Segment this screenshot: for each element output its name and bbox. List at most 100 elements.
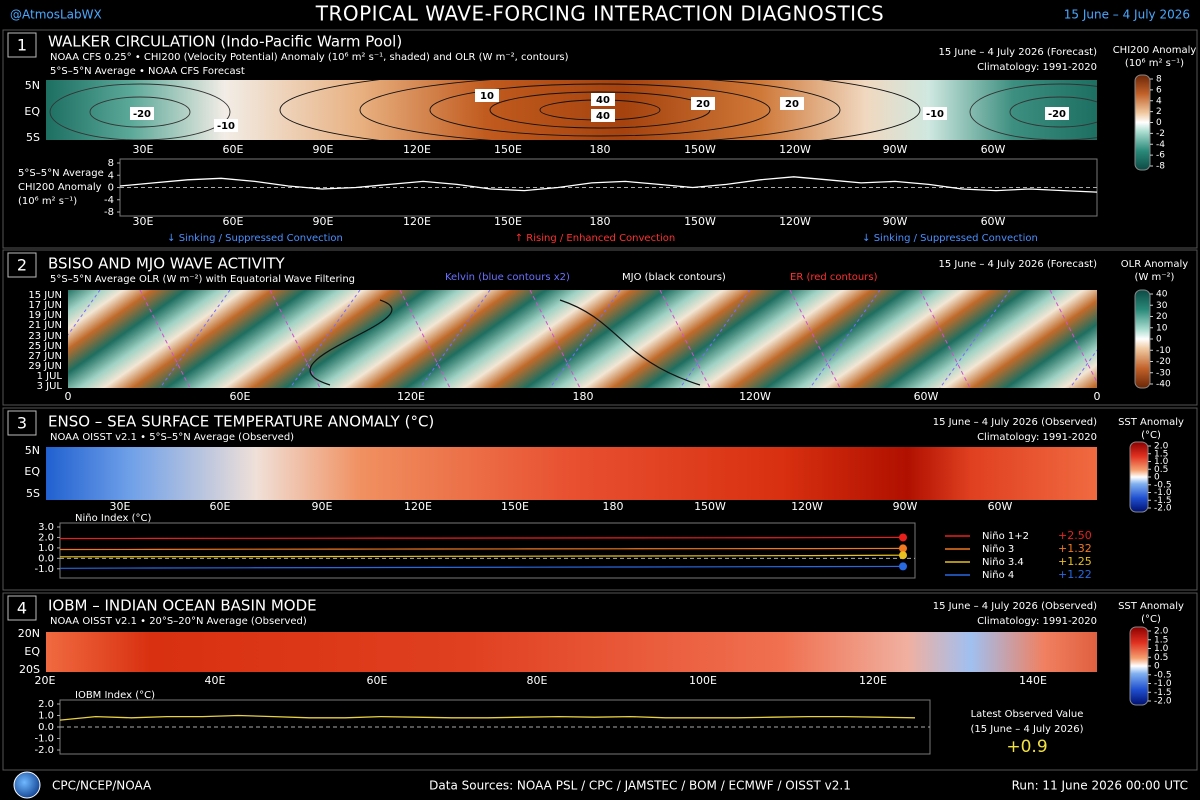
x-tick-label: 150W — [684, 215, 716, 228]
latest-title: Latest Observed Value — [971, 709, 1084, 720]
panel-period: 15 June – 4 July 2026 (Observed) — [933, 601, 1097, 612]
colorbar-tick-label: 2 — [1156, 107, 1162, 117]
map-y-label: 23 JUN — [28, 331, 62, 342]
kelvin-contour — [289, 290, 361, 388]
index-line — [59, 554, 904, 558]
map-y-label: EQ — [24, 645, 40, 658]
x-tick-label: 90W — [883, 215, 908, 228]
latest-dot — [899, 551, 907, 560]
panel-subtitle: 5°S–5°N Average • NOAA CFS Forecast — [50, 66, 245, 77]
index-line — [59, 536, 904, 540]
contour-label: 40 — [596, 111, 610, 122]
panel-title: BSISO AND MJO WAVE ACTIVITY — [48, 255, 286, 273]
panel-climatology: Climatology: 1991-2020 — [977, 432, 1097, 443]
panel-period: 15 June – 4 July 2026 (Forecast) — [939, 47, 1098, 58]
map-x-label: 40E — [205, 674, 226, 687]
map-x-label: 120W — [779, 143, 811, 156]
map-y-label: 5N — [25, 79, 40, 92]
colorbar-tick-label: 0.5 — [1154, 465, 1168, 475]
map-y-label: 21 JUN — [28, 320, 62, 331]
contour-label-bg — [214, 119, 238, 132]
colorbar — [1129, 626, 1149, 706]
contour-line — [279, 80, 921, 140]
legend-entry: MJO (black contours) — [622, 272, 726, 283]
colorbar-tick-label: 2.0 — [1154, 627, 1169, 637]
colorbar-tick-label: -2 — [1156, 129, 1165, 139]
legend-value: +1.25 — [1058, 555, 1092, 568]
kelvin-contour — [419, 290, 491, 388]
colorbar-title: SST Anomaly — [1118, 601, 1184, 612]
wave-contours — [68, 290, 1097, 388]
colorbar-tick-label: -4 — [1156, 140, 1165, 150]
panel-number-box — [7, 410, 37, 436]
map-x-label: 140E — [1019, 674, 1047, 687]
index-line — [119, 176, 1098, 193]
colorbar-tick-label: 0 — [1154, 473, 1160, 483]
colorbar — [1134, 289, 1151, 389]
contour-label-bg — [1045, 107, 1069, 120]
index-line — [59, 714, 916, 721]
field-map — [68, 290, 1097, 388]
map-x-label: 60W — [914, 390, 939, 403]
map-x-label: 120W — [791, 500, 823, 513]
map-x-label: 180 — [573, 390, 594, 403]
contour-label: -20 — [133, 109, 151, 120]
legend-name: Niño 3 — [982, 544, 1014, 555]
contour-line — [429, 83, 771, 137]
y-tick-label: 2.0 — [38, 699, 54, 710]
panel-number: 1 — [17, 36, 27, 55]
contour-line — [1009, 96, 1097, 128]
contour-label-bg — [130, 107, 154, 120]
annotation: ↓ Sinking / Suppressed Convection — [167, 233, 343, 244]
colorbar-tick-label: 1.0 — [1154, 644, 1169, 654]
y-tick-label: 1.0 — [38, 711, 54, 722]
contour-label-bg — [475, 89, 499, 102]
field-map — [46, 632, 1097, 672]
colorbar-title: OLR Anomaly — [1121, 259, 1189, 270]
colorbar-tick-label: 2.0 — [1154, 442, 1169, 452]
contour-label: -20 — [1048, 109, 1066, 120]
map-x-label: 60E — [223, 143, 244, 156]
y-tick-label: 1.0 — [38, 543, 54, 554]
colorbar-tick-label: 0 — [1156, 118, 1162, 128]
colorbar-tick-label: 1.0 — [1154, 457, 1169, 467]
y-tick-label: 2.0 — [38, 532, 54, 543]
y-axis-label: 5°S–5°N Average — [18, 168, 104, 179]
map-y-label: 17 JUN — [28, 300, 62, 311]
colorbar-tick-label: -1.5 — [1154, 688, 1172, 698]
legend-entry: Kelvin (blue contours x2) — [445, 272, 570, 283]
panel-title: IOBM – INDIAN OCEAN BASIN MODE — [48, 597, 317, 615]
map-y-label: 25 JUN — [28, 341, 62, 352]
panel-frame — [2, 29, 1198, 249]
colorbar-tick-label: 20 — [1156, 312, 1168, 322]
legend-name: Niño 1+2 — [982, 531, 1029, 542]
map-x-label: 180 — [603, 500, 624, 513]
map-y-label: 5S — [26, 487, 40, 500]
y-tick-label: 3.0 — [38, 522, 54, 533]
y-tick-label: 8 — [108, 158, 114, 169]
panel-number-box — [7, 595, 37, 621]
y-tick-label: -1.0 — [34, 564, 54, 575]
mjo-contour — [309, 299, 393, 386]
map-x-label: 60E — [230, 390, 251, 403]
map-y-label: 5S — [26, 131, 40, 144]
colorbar-tick-label: 6 — [1156, 85, 1162, 95]
kelvin-contour — [679, 290, 751, 388]
map-x-label: 0 — [65, 390, 72, 403]
x-tick-label: 60W — [981, 215, 1006, 228]
handle: @AtmosLabWX — [10, 8, 102, 22]
y-tick-label: -1.0 — [34, 734, 54, 745]
map-x-label: 90E — [313, 143, 334, 156]
footer-run: Run: 11 June 2026 00:00 UTC — [1012, 779, 1188, 793]
map-y-label: 1 JUL — [37, 371, 63, 382]
kelvin-contour — [939, 290, 1011, 388]
er-contour — [269, 290, 321, 388]
colorbar-tick-label: 30 — [1156, 301, 1168, 311]
field-map — [46, 447, 1097, 500]
map-x-label: 150W — [694, 500, 726, 513]
map-x-label: 120W — [739, 390, 771, 403]
x-tick-label: 30E — [133, 215, 154, 228]
map-x-label: 90W — [893, 500, 918, 513]
contour-label: 20 — [785, 99, 799, 110]
